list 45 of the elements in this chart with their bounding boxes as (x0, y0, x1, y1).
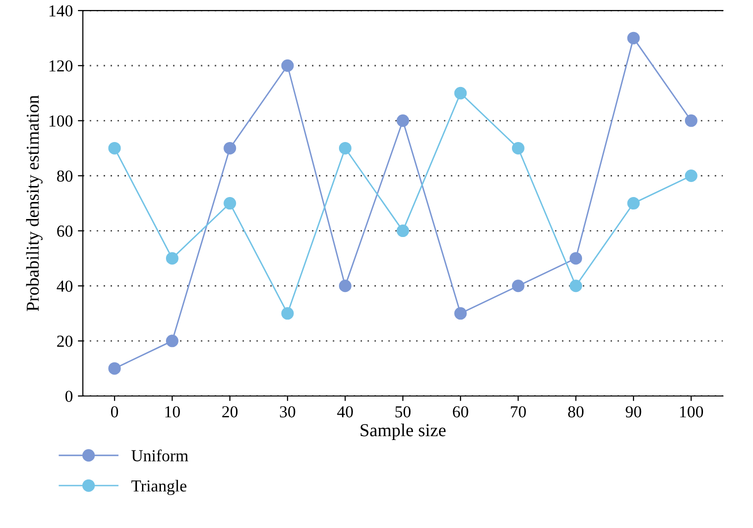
point (396, 224, 410, 238)
x-tick-label: 40 (337, 406, 353, 418)
point (108, 362, 121, 375)
point (454, 307, 467, 320)
point (338, 142, 352, 154)
y-tick-label: 40 (56, 280, 72, 292)
y-tick-label: 20 (57, 336, 72, 347)
point (396, 114, 410, 127)
point (684, 114, 698, 127)
point (108, 142, 121, 154)
y-axis-title: Probability density estimation (26, 95, 43, 312)
point (166, 252, 178, 265)
x-tick-label: 0 (111, 406, 118, 418)
y-tick-label: 140 (50, 5, 72, 17)
x-tick-label: 10 (165, 406, 180, 418)
point (684, 170, 698, 182)
point (281, 59, 294, 72)
point (224, 142, 236, 154)
x-tick-label: 30 (280, 406, 296, 418)
point (338, 280, 352, 292)
point (570, 252, 582, 265)
point (281, 307, 294, 320)
point (512, 280, 524, 292)
x-tick-label: 20 (222, 406, 238, 418)
y-tick-label: 80 (57, 170, 72, 182)
y-tick-label: 0 (65, 390, 72, 402)
x-tick-label: 70 (510, 406, 526, 418)
x-tick-label: 50 (395, 406, 411, 418)
y-tick-label: 60 (57, 226, 72, 237)
x-tick-label: 100 (680, 406, 704, 418)
point (570, 280, 582, 292)
point (454, 86, 467, 100)
y-tick-label: 120 (50, 60, 72, 72)
point (627, 197, 640, 210)
x-tick-label: 80 (568, 406, 584, 418)
x-axis-title: Sample size (360, 424, 446, 440)
point (166, 334, 178, 348)
x-tick-label: 90 (626, 406, 642, 418)
point (627, 32, 640, 44)
point (512, 142, 524, 154)
x-tick-label: 60 (452, 406, 468, 418)
legend-label: Uniform (131, 449, 188, 462)
y-tick-label: 100 (50, 115, 72, 127)
legend-label: Triangle (131, 480, 186, 496)
point (224, 197, 236, 210)
